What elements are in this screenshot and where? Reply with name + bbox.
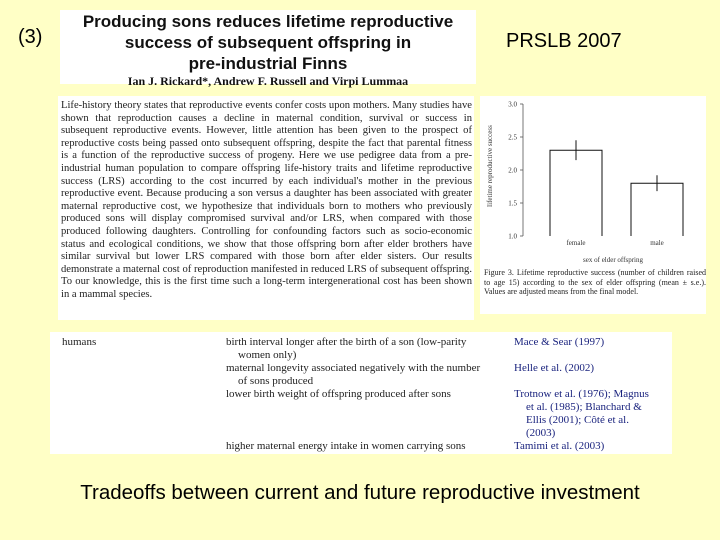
table-reference: Helle et al. (2002) [514,362,670,375]
table-effect: birth interval longer after the birth of… [226,336,506,362]
effect-line: of sons produced [238,375,314,387]
slide-number: (3) [18,26,43,48]
reference-line: Trotnow et al. (1976); Magnus [514,388,649,400]
table-effect: higher maternal energy intake in women c… [226,440,506,453]
x-tick-label: male [650,239,664,247]
effect-line: higher maternal energy intake in women c… [226,440,466,452]
table-reference: Tamimi et al. (2003) [514,440,670,453]
reference-line: (2003) [526,427,556,439]
y-tick-label: 3.0 [508,101,517,109]
paper-abstract: Life-history theory states that reproduc… [58,96,474,320]
reference-line: Ellis (2001); Côté et al. [526,414,629,426]
table-reference: Trotnow et al. (1976); Magnus et al. (19… [514,388,670,440]
y-axis-label: lifetime reproductive success [486,125,494,207]
effect-line: lower birth weight of offspring produced… [226,388,451,400]
journal-reference: PRSLB 2007 [506,30,622,52]
paper-title-line: pre-industrial Finns [188,54,348,73]
table-reference: Mace & Sear (1997) [514,336,670,349]
x-axis-label: sex of elder offspring [583,256,643,264]
table-effect: lower birth weight of offspring produced… [226,388,506,401]
y-tick-label: 2.0 [508,167,517,175]
effect-line: maternal longevity associated negatively… [226,362,481,374]
effect-line: women only) [238,349,297,361]
x-tick-label: female [566,239,585,247]
reference-line: Mace & Sear (1997) [514,336,605,348]
paper-title-block: Producing sons reduces lifetime reproduc… [60,10,476,88]
paper-title-line: Producing sons reduces lifetime reproduc… [82,12,454,31]
slide-caption: Tradeoffs between current and future rep… [80,481,640,504]
table-effect: maternal longevity associated negatively… [226,362,506,388]
bar-chart: lifetime reproductive success sex of eld… [486,101,684,264]
reference-line: et al. (1985); Blanchard & [526,401,642,413]
reference-line: Tamimi et al. (2003) [514,440,605,452]
y-tick-label: 1.5 [508,200,517,208]
bar [549,149,603,236]
paper-authors: Ian J. Rickard*, Andrew F. Russell and V… [127,74,409,88]
figure-caption: Figure 3. Lifetime reproductive success … [484,268,706,296]
reference-line: Helle et al. (2002) [514,362,595,374]
y-tick-label: 1.0 [508,233,517,241]
figure-panel: lifetime reproductive success sex of eld… [480,96,706,314]
paper-title-line: success of subsequent offspring in [124,33,412,52]
effect-line: birth interval longer after the birth of… [226,336,467,348]
evidence-table: humans birth interval longer after the b… [50,332,672,454]
y-tick-label: 2.5 [508,134,517,142]
table-category: humans [62,336,97,348]
